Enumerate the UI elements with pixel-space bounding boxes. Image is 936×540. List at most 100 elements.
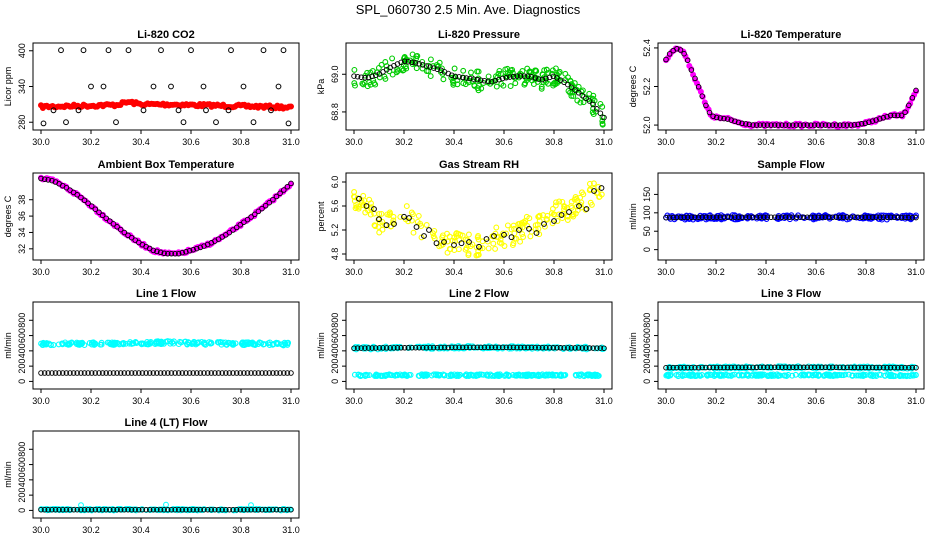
data-point bbox=[143, 506, 149, 513]
data-point bbox=[63, 370, 70, 376]
data-point bbox=[468, 69, 474, 76]
y-tick-label: 800 bbox=[17, 313, 27, 328]
data-point bbox=[281, 506, 287, 513]
data-point bbox=[389, 55, 396, 62]
data-point bbox=[284, 370, 291, 376]
y-tick-label: 800 bbox=[17, 442, 27, 457]
series-avg bbox=[351, 58, 607, 121]
data-point bbox=[887, 373, 894, 379]
series-avg bbox=[38, 175, 294, 257]
data-point bbox=[40, 120, 47, 127]
plot-frame bbox=[345, 301, 613, 390]
data-point bbox=[488, 344, 495, 351]
data-point bbox=[532, 226, 539, 233]
data-point bbox=[41, 176, 48, 182]
chart-line3: Line 3 Flow ml/min 30.0 30.2 30.4 30.6 30.8 31.… bbox=[628, 288, 925, 406]
data-point bbox=[252, 211, 258, 218]
data-point bbox=[522, 371, 529, 378]
data-point bbox=[190, 506, 196, 513]
data-point bbox=[45, 370, 51, 376]
data-point bbox=[815, 214, 821, 220]
data-point bbox=[121, 506, 128, 513]
y-tick-label: 200 bbox=[17, 359, 27, 374]
data-point bbox=[161, 506, 167, 513]
data-point bbox=[475, 251, 482, 258]
data-point bbox=[677, 47, 684, 53]
data-point bbox=[117, 506, 124, 513]
data-point bbox=[110, 221, 117, 227]
data-point bbox=[168, 506, 175, 513]
data-point bbox=[699, 93, 705, 99]
data-point bbox=[140, 107, 147, 114]
data-point bbox=[815, 372, 822, 379]
chart-line2: Line 2 Flow ml/min 30.0 30.2 30.4 30.6 30.8 31.… bbox=[316, 288, 613, 406]
data-point bbox=[808, 364, 814, 371]
data-point bbox=[851, 122, 858, 128]
data-point bbox=[575, 345, 582, 351]
data-point bbox=[692, 75, 698, 82]
data-point bbox=[467, 344, 473, 351]
data-point bbox=[873, 214, 879, 220]
data-point bbox=[554, 78, 561, 85]
data-point bbox=[41, 506, 48, 513]
data-point bbox=[55, 341, 62, 348]
data-point bbox=[535, 372, 542, 379]
data-point bbox=[565, 74, 571, 81]
data-point bbox=[913, 364, 919, 371]
data-point bbox=[281, 370, 287, 376]
data-point bbox=[742, 121, 749, 127]
data-point bbox=[478, 77, 484, 83]
data-point bbox=[74, 506, 80, 513]
data-point bbox=[394, 345, 401, 351]
data-point bbox=[543, 344, 549, 351]
series-raw bbox=[38, 338, 292, 349]
data-point bbox=[790, 214, 796, 220]
data-point bbox=[793, 214, 800, 220]
data-point bbox=[811, 122, 818, 128]
data-point bbox=[252, 506, 258, 513]
y-tick-label: 200 bbox=[17, 488, 27, 503]
data-point bbox=[85, 506, 91, 513]
plot-frame bbox=[32, 42, 300, 131]
data-point bbox=[812, 372, 819, 378]
data-point bbox=[869, 214, 876, 220]
data-point bbox=[674, 364, 680, 371]
plot-frame bbox=[32, 430, 300, 519]
data-point bbox=[521, 73, 528, 79]
data-point bbox=[266, 370, 273, 376]
chart-rh: Gas Stream RH percent 30.0 30.2 30.4 30.6 30.8… bbox=[316, 159, 613, 277]
data-point bbox=[898, 214, 905, 221]
data-point bbox=[538, 85, 545, 92]
data-point bbox=[575, 90, 582, 96]
data-point bbox=[447, 246, 454, 253]
data-point bbox=[175, 506, 182, 513]
data-point bbox=[167, 338, 173, 345]
y-axis-label: kPa bbox=[316, 79, 326, 95]
data-point bbox=[684, 214, 691, 221]
data-point bbox=[270, 196, 276, 203]
data-point bbox=[208, 506, 215, 513]
data-point bbox=[509, 242, 516, 249]
data-point bbox=[713, 114, 720, 121]
data-point bbox=[552, 372, 559, 379]
data-point bbox=[597, 345, 604, 351]
data-point bbox=[764, 122, 771, 128]
data-point bbox=[670, 364, 676, 371]
data-point bbox=[481, 77, 488, 84]
data-point bbox=[237, 222, 244, 228]
data-point bbox=[116, 341, 123, 348]
data-point bbox=[441, 239, 447, 245]
series-avg bbox=[351, 344, 607, 351]
data-point bbox=[706, 364, 713, 371]
data-point bbox=[52, 506, 59, 513]
data-point bbox=[248, 214, 254, 220]
data-point bbox=[808, 122, 814, 128]
data-point bbox=[499, 344, 506, 351]
data-point bbox=[405, 345, 412, 351]
data-point bbox=[826, 214, 832, 220]
data-point bbox=[898, 364, 905, 371]
data-point bbox=[150, 83, 157, 90]
x-tick-label: 31.0 bbox=[595, 137, 613, 147]
data-point bbox=[223, 341, 230, 348]
data-point bbox=[750, 214, 756, 220]
